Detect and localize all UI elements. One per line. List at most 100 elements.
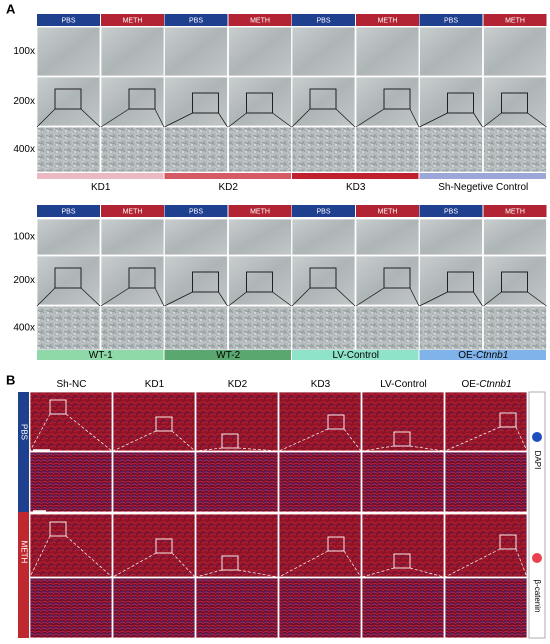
group-label-part: KD1 bbox=[91, 182, 111, 193]
column-label-part: KD3 bbox=[311, 379, 331, 390]
micrograph bbox=[164, 305, 228, 351]
magnification-label: 100x bbox=[13, 46, 35, 57]
fluorescence-image bbox=[195, 391, 279, 452]
micrograph bbox=[36, 126, 101, 173]
fluorescence-image bbox=[361, 577, 445, 639]
fluorescence-image bbox=[361, 513, 445, 578]
condition-header bbox=[228, 14, 292, 26]
legend-dot bbox=[532, 553, 542, 563]
group-label-part: OE- bbox=[458, 350, 476, 361]
inset-box bbox=[192, 92, 219, 114]
condition-label: PBS bbox=[316, 208, 330, 215]
magnification-label: 100x bbox=[13, 232, 35, 243]
inset-box bbox=[221, 433, 239, 449]
micrograph bbox=[100, 26, 165, 77]
zoom-line bbox=[473, 112, 483, 128]
group-bar bbox=[292, 350, 419, 360]
micrograph bbox=[36, 218, 101, 256]
inset-box bbox=[128, 88, 156, 110]
fluorescence-image bbox=[278, 391, 362, 452]
micrograph bbox=[164, 76, 228, 127]
fluorescence-image bbox=[195, 513, 279, 578]
condition-label: METH bbox=[378, 17, 398, 24]
row-bar bbox=[18, 512, 29, 638]
micrograph bbox=[228, 305, 292, 351]
group-label: KD1 bbox=[91, 182, 111, 193]
condition-header bbox=[483, 205, 547, 217]
magnification-label: 200x bbox=[13, 96, 35, 107]
condition-label: METH bbox=[123, 17, 143, 24]
inset-box bbox=[327, 536, 345, 552]
zoom-line bbox=[335, 108, 356, 128]
group-label: LV-Control bbox=[332, 350, 379, 361]
condition-label: PBS bbox=[61, 208, 75, 215]
inset-box bbox=[54, 267, 82, 289]
condition-label: METH bbox=[378, 208, 398, 215]
zoom-line bbox=[100, 287, 130, 307]
zoom-line bbox=[409, 287, 420, 307]
magnification-label: 400x bbox=[13, 144, 35, 155]
zoom-line bbox=[195, 447, 223, 452]
condition-header bbox=[101, 14, 164, 26]
inset-box bbox=[49, 399, 67, 415]
inset-box bbox=[501, 271, 528, 293]
zoom-line bbox=[228, 112, 247, 128]
condition-header bbox=[419, 14, 483, 26]
group-bar bbox=[164, 173, 291, 179]
inset-box bbox=[221, 555, 239, 571]
fluorescence-image bbox=[444, 513, 528, 578]
condition-header bbox=[356, 14, 419, 26]
inset-box bbox=[128, 267, 156, 289]
column-label-part: OE- bbox=[461, 379, 479, 390]
zoom-line bbox=[171, 552, 196, 578]
inset-box bbox=[54, 88, 82, 110]
zoom-line bbox=[361, 567, 395, 578]
micrograph bbox=[228, 255, 292, 306]
micrograph bbox=[483, 255, 547, 306]
micrograph bbox=[291, 218, 356, 256]
fluorescence-image bbox=[278, 577, 362, 639]
micrograph bbox=[483, 305, 547, 351]
micrograph bbox=[228, 218, 292, 256]
micrograph bbox=[291, 26, 356, 77]
condition-label: PBS bbox=[316, 17, 330, 24]
legend-box bbox=[528, 391, 546, 639]
micrograph bbox=[228, 126, 292, 173]
legend-label: β-catenin bbox=[533, 579, 542, 612]
micrograph bbox=[419, 76, 483, 127]
zoom-line bbox=[154, 287, 165, 307]
micrograph bbox=[228, 76, 292, 127]
condition-header bbox=[483, 14, 547, 26]
fluorescence-image bbox=[112, 391, 196, 452]
fluorescence-image bbox=[29, 391, 113, 452]
column-label: OE-Ctnnb1 bbox=[461, 379, 511, 390]
zoom-line bbox=[237, 447, 279, 452]
group-bar bbox=[292, 173, 419, 179]
zoom-line bbox=[154, 108, 165, 128]
row-label: PBS bbox=[19, 424, 28, 440]
condition-header bbox=[292, 205, 355, 217]
micrograph bbox=[419, 218, 483, 256]
column-label: Sh-NC bbox=[56, 379, 86, 390]
zoom-line bbox=[100, 108, 130, 128]
condition-header bbox=[292, 14, 355, 26]
row-bar bbox=[18, 392, 29, 512]
micrograph bbox=[419, 126, 483, 173]
micrograph bbox=[355, 126, 420, 173]
fluorescence-image bbox=[195, 577, 279, 639]
condition-label: PBS bbox=[444, 208, 458, 215]
zoom-line bbox=[361, 445, 395, 452]
zoom-line bbox=[409, 445, 445, 452]
group-bar bbox=[419, 350, 546, 360]
micrograph bbox=[419, 305, 483, 351]
condition-header bbox=[37, 205, 100, 217]
group-bar bbox=[37, 350, 164, 360]
zoom-line bbox=[218, 291, 228, 307]
zoom-line bbox=[29, 535, 51, 578]
magnification-label: 200x bbox=[13, 275, 35, 286]
condition-header bbox=[164, 14, 228, 26]
micrograph bbox=[100, 255, 165, 306]
magnification-label: 400x bbox=[13, 323, 35, 334]
zoom-line bbox=[444, 548, 501, 578]
zoom-line bbox=[171, 430, 196, 452]
